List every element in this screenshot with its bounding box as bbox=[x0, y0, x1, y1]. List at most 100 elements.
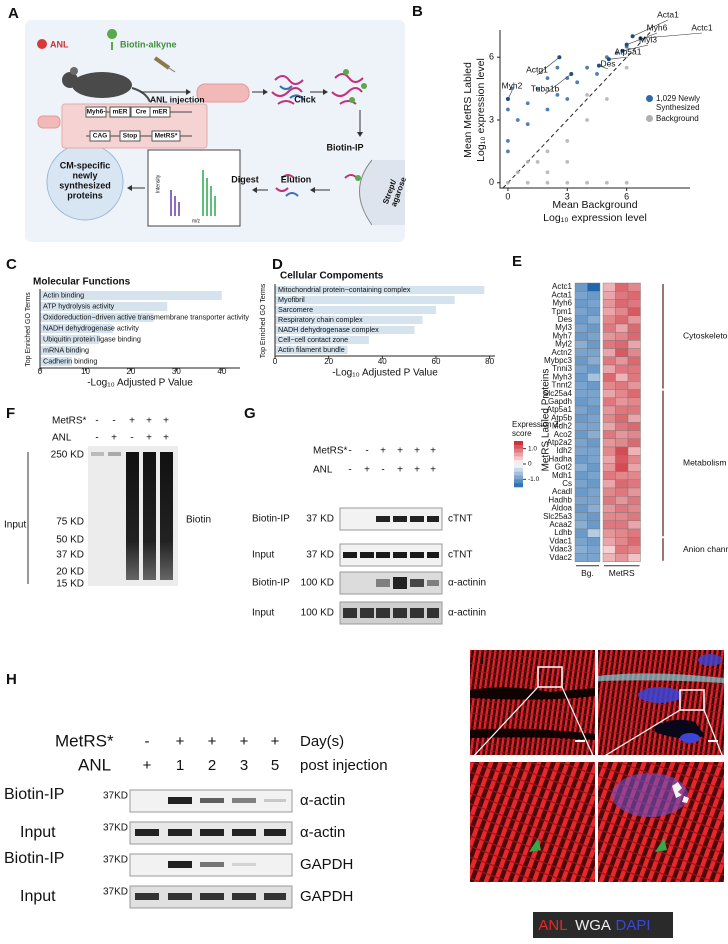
condition-sign: + bbox=[430, 446, 436, 457]
point bbox=[525, 180, 530, 185]
gene-label: Actg1 bbox=[526, 64, 548, 74]
heat-cell bbox=[587, 487, 601, 497]
blot-g bbox=[410, 579, 424, 587]
panel-a-art bbox=[331, 73, 364, 105]
heat-cell bbox=[602, 348, 616, 358]
y-axis-label: Log₁₀ expression level bbox=[475, 58, 487, 162]
panel-a-art bbox=[359, 159, 373, 226]
x-tick-label: 0 bbox=[38, 367, 43, 376]
heat-cell bbox=[587, 348, 601, 358]
micrographs bbox=[672, 782, 689, 803]
point bbox=[624, 65, 629, 70]
panel-a-art bbox=[279, 85, 305, 101]
heat-cell bbox=[615, 471, 629, 481]
panel-a-art bbox=[62, 72, 78, 88]
construct-box bbox=[89, 130, 111, 142]
condition-label: MetRS* bbox=[55, 731, 114, 750]
row-label: Mdh1 bbox=[552, 471, 573, 480]
row-label: Myl3 bbox=[555, 323, 572, 332]
heat-cell bbox=[615, 504, 629, 513]
construct-part: Stop bbox=[123, 133, 137, 140]
heat-cell bbox=[602, 332, 616, 341]
marker-label: 50 KD bbox=[56, 535, 84, 546]
y-axis-label: MetRS Labled Proteins bbox=[541, 369, 552, 472]
heat-cell bbox=[602, 282, 616, 292]
heat-cell bbox=[587, 496, 601, 505]
blot-g bbox=[360, 608, 374, 618]
point bbox=[565, 76, 570, 81]
panel-a-art bbox=[214, 196, 216, 216]
panel-a-art bbox=[202, 170, 216, 216]
heat-cell bbox=[587, 520, 601, 530]
heat-cell bbox=[627, 389, 641, 399]
panel-a-art bbox=[361, 83, 367, 89]
legend-swatch bbox=[646, 115, 653, 122]
row-label: Tnni3 bbox=[552, 364, 573, 373]
colorbar-step bbox=[514, 460, 523, 465]
row-label: Myh7 bbox=[552, 331, 572, 340]
heat-cell bbox=[602, 389, 616, 399]
panel-a-art bbox=[285, 192, 299, 197]
micrographs bbox=[638, 687, 682, 703]
colorbar-step bbox=[514, 464, 523, 469]
point bbox=[545, 149, 550, 154]
condition-sign: + bbox=[111, 433, 117, 444]
marker-label: 37 KD bbox=[56, 550, 84, 561]
row-label: Tpm1 bbox=[552, 307, 573, 316]
point bbox=[509, 86, 514, 91]
ms-axis: Intensity bbox=[155, 174, 161, 193]
sample-label: Biotin-IP bbox=[4, 786, 64, 803]
heat-cell bbox=[602, 299, 616, 308]
heat-cell bbox=[627, 348, 641, 358]
heat-cell bbox=[615, 496, 629, 505]
blot-h bbox=[135, 829, 286, 836]
panel-label: I bbox=[480, 651, 484, 668]
blot-h bbox=[264, 893, 286, 900]
heat-cell bbox=[574, 348, 588, 358]
heat-cell bbox=[602, 446, 616, 456]
heat-cell bbox=[627, 528, 641, 538]
heat-cell bbox=[615, 348, 629, 358]
heat-cell bbox=[615, 356, 629, 366]
condition-label: ANL bbox=[313, 465, 333, 476]
heat-cell bbox=[615, 340, 629, 349]
bar bbox=[275, 286, 485, 294]
blot-g bbox=[343, 608, 357, 618]
point bbox=[506, 139, 510, 143]
heat-cell bbox=[602, 323, 616, 333]
construct-part: MetRS* bbox=[155, 133, 178, 140]
time-label: Day(s) bbox=[300, 733, 344, 750]
panel-label: B bbox=[412, 3, 423, 20]
step: Biotin-IP bbox=[327, 142, 364, 152]
point bbox=[565, 139, 570, 143]
condition-sign: + bbox=[380, 446, 386, 457]
marker-label: 37 KD bbox=[306, 514, 334, 525]
blot-g bbox=[376, 516, 439, 522]
panel-a-art bbox=[202, 170, 204, 216]
sample-label: Biotin-IP bbox=[4, 850, 64, 867]
heat-cell bbox=[587, 446, 601, 456]
row-label: Idh2 bbox=[556, 446, 572, 455]
row-label: Hadha bbox=[548, 454, 572, 463]
bar bbox=[275, 346, 348, 354]
blot-g bbox=[427, 608, 439, 618]
panel-a-art bbox=[72, 72, 132, 98]
blot-h bbox=[264, 829, 286, 836]
heat-cell bbox=[587, 323, 601, 333]
heat-cell bbox=[615, 315, 629, 325]
heat-cell bbox=[574, 364, 588, 374]
panel-a-art bbox=[147, 149, 241, 227]
panel-a-art bbox=[174, 196, 176, 216]
gene-label: Des bbox=[600, 58, 615, 68]
heat-cell bbox=[587, 282, 601, 292]
bar bbox=[275, 326, 415, 334]
bar bbox=[40, 313, 154, 322]
legend-anl: ANL bbox=[50, 39, 69, 49]
construct-part: Myh6- bbox=[87, 109, 106, 116]
panel-a-art bbox=[127, 185, 132, 191]
gene-point bbox=[630, 34, 635, 39]
point bbox=[565, 180, 570, 185]
heat-cell bbox=[615, 537, 629, 546]
legend-swatch bbox=[646, 95, 653, 102]
result-text: synthesized bbox=[59, 180, 111, 190]
